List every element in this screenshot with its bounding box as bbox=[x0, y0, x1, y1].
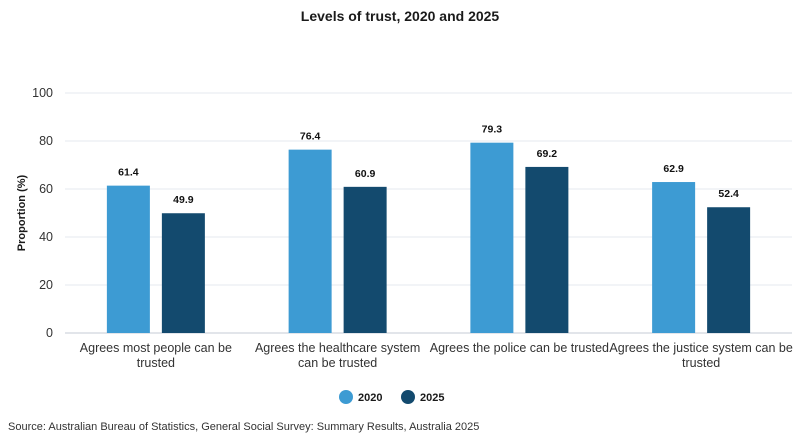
y-tick-label: 100 bbox=[32, 86, 53, 100]
data-label: 49.9 bbox=[173, 194, 194, 206]
legend: 2020 2025 bbox=[339, 390, 444, 404]
y-tick-label: 80 bbox=[39, 134, 53, 148]
bars: 61.4 49.9 76.4 60.9 79.3 69.2 62.9 52.4 bbox=[106, 124, 751, 333]
bar-2020 bbox=[288, 149, 332, 333]
category-labels: Agrees most people can be trusted Agrees t… bbox=[80, 341, 793, 370]
category-label: Agrees the police can be trusted bbox=[430, 341, 609, 355]
legend-marker-2020 bbox=[339, 390, 353, 404]
y-tick-label: 0 bbox=[46, 326, 53, 340]
bar-2020 bbox=[470, 142, 514, 333]
bar-2020 bbox=[652, 182, 696, 333]
y-tick-label: 60 bbox=[39, 182, 53, 196]
bar-2020 bbox=[106, 185, 150, 333]
bar-2025 bbox=[161, 213, 205, 333]
legend-label: 2020 bbox=[358, 392, 382, 404]
data-label: 61.4 bbox=[118, 167, 139, 179]
legend-label: 2025 bbox=[420, 392, 444, 404]
data-label: 52.4 bbox=[718, 188, 739, 200]
chart-title: Levels of trust, 2020 and 2025 bbox=[301, 8, 500, 24]
category-label: Agrees most people can be trusted bbox=[80, 341, 232, 370]
y-axis-label: Proportion (%) bbox=[16, 174, 28, 251]
data-label: 69.2 bbox=[537, 148, 558, 160]
source-note: Source: Australian Bureau of Statistics,… bbox=[8, 421, 479, 433]
category-label: Agrees the healthcare system can be trust… bbox=[255, 341, 420, 370]
bar-2025 bbox=[525, 166, 569, 333]
bar-2025 bbox=[343, 186, 387, 333]
data-label: 60.9 bbox=[355, 168, 376, 180]
category-label: Agrees the justice system can be trusted bbox=[609, 341, 792, 370]
legend-marker-2025 bbox=[401, 390, 415, 404]
data-label: 76.4 bbox=[300, 131, 321, 143]
y-tick-label: 40 bbox=[39, 230, 53, 244]
bar-2025 bbox=[707, 207, 751, 333]
data-label: 79.3 bbox=[482, 124, 503, 136]
y-axis-ticks: 0 20 40 60 80 100 bbox=[32, 86, 53, 340]
data-label: 62.9 bbox=[663, 163, 684, 175]
y-tick-label: 20 bbox=[39, 278, 53, 292]
